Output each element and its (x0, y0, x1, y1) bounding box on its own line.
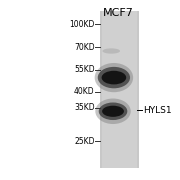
Ellipse shape (99, 102, 127, 120)
Ellipse shape (102, 71, 126, 84)
Text: 25KD: 25KD (74, 137, 94, 146)
Ellipse shape (95, 98, 131, 124)
Text: 70KD: 70KD (74, 43, 94, 52)
Text: HYLS1: HYLS1 (143, 106, 172, 115)
Ellipse shape (102, 48, 120, 54)
Text: 40KD: 40KD (74, 87, 94, 96)
Text: 55KD: 55KD (74, 65, 94, 74)
Text: 100KD: 100KD (69, 20, 94, 29)
Text: MCF7: MCF7 (103, 8, 134, 18)
Ellipse shape (95, 63, 133, 92)
Ellipse shape (102, 106, 124, 117)
Ellipse shape (98, 67, 130, 88)
Text: 35KD: 35KD (74, 103, 94, 112)
Bar (102, 11, 137, 168)
Bar (100, 11, 139, 168)
